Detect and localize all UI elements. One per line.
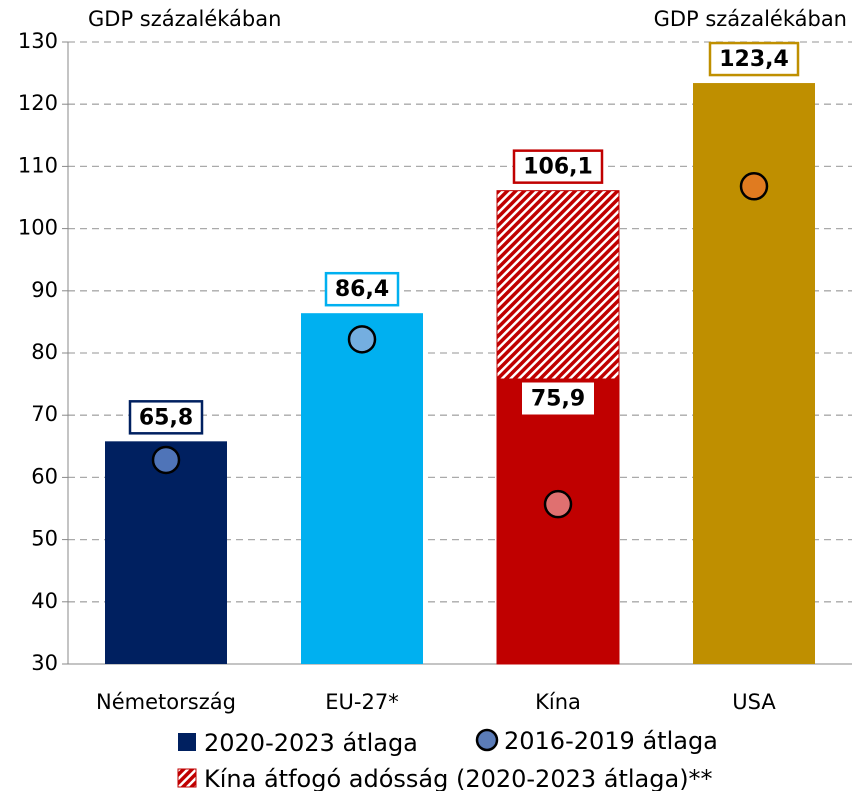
y-tick-label: 50 <box>31 527 58 551</box>
dot <box>543 489 573 519</box>
legend-label: Kína átfogó adósság (2020-2023 átlaga)** <box>204 765 713 791</box>
y-tick-label: 70 <box>31 402 58 426</box>
axis-label: GDP százalékában <box>654 7 847 31</box>
legend-label: 2020-2023 átlaga <box>204 729 418 757</box>
y-tick-label: 60 <box>31 464 58 488</box>
y-tick-label: 90 <box>31 278 58 302</box>
y-tick-label: 110 <box>18 153 58 177</box>
value-label: 75,9 <box>522 382 594 415</box>
dot <box>347 325 377 354</box>
x-tick-label: USA <box>732 690 776 714</box>
value-label: 86,4 <box>324 271 400 307</box>
label-box <box>708 41 800 77</box>
value-label-text: 106,1 <box>523 155 593 180</box>
label-box <box>128 400 204 435</box>
label-box <box>324 271 400 307</box>
axis-label: GDP százalékában <box>88 7 281 31</box>
legend-swatch <box>177 768 197 788</box>
legend-swatch <box>475 728 499 752</box>
y-tick-label: 30 <box>31 651 58 675</box>
y-tick-label: 40 <box>31 589 58 613</box>
value-label-text: 65,8 <box>139 405 193 430</box>
bar <box>105 441 227 664</box>
x-tick-label: Németország <box>96 690 236 714</box>
value-label-text: 86,4 <box>335 277 389 302</box>
label-box <box>522 382 594 415</box>
dot <box>739 172 769 201</box>
bar <box>497 378 619 664</box>
value-label-text: 123,4 <box>719 47 789 72</box>
x-tick-label: Kína <box>535 690 581 714</box>
dot <box>151 445 181 475</box>
legend-swatch <box>178 733 196 751</box>
y-tick-label: 80 <box>31 340 58 364</box>
value-label: 106,1 <box>512 149 604 184</box>
y-tick-label: 120 <box>18 91 58 115</box>
bar <box>693 83 815 664</box>
value-label: 65,8 <box>128 400 204 435</box>
bar <box>301 313 423 664</box>
label-box <box>512 149 604 184</box>
value-label-text: 75,9 <box>531 387 585 412</box>
y-tick-label: 100 <box>18 216 58 240</box>
legend-item: 2016-2019 átlaga <box>475 727 718 755</box>
legend-item: 2020-2023 átlaga <box>178 729 418 757</box>
value-label: 123,4 <box>708 41 800 77</box>
legend-label: 2016-2019 átlaga <box>504 727 718 755</box>
legend-item: Kína átfogó adósság (2020-2023 átlaga)** <box>177 765 713 791</box>
y-tick-label: 130 <box>18 29 58 53</box>
x-tick-label: EU-27* <box>325 690 398 714</box>
